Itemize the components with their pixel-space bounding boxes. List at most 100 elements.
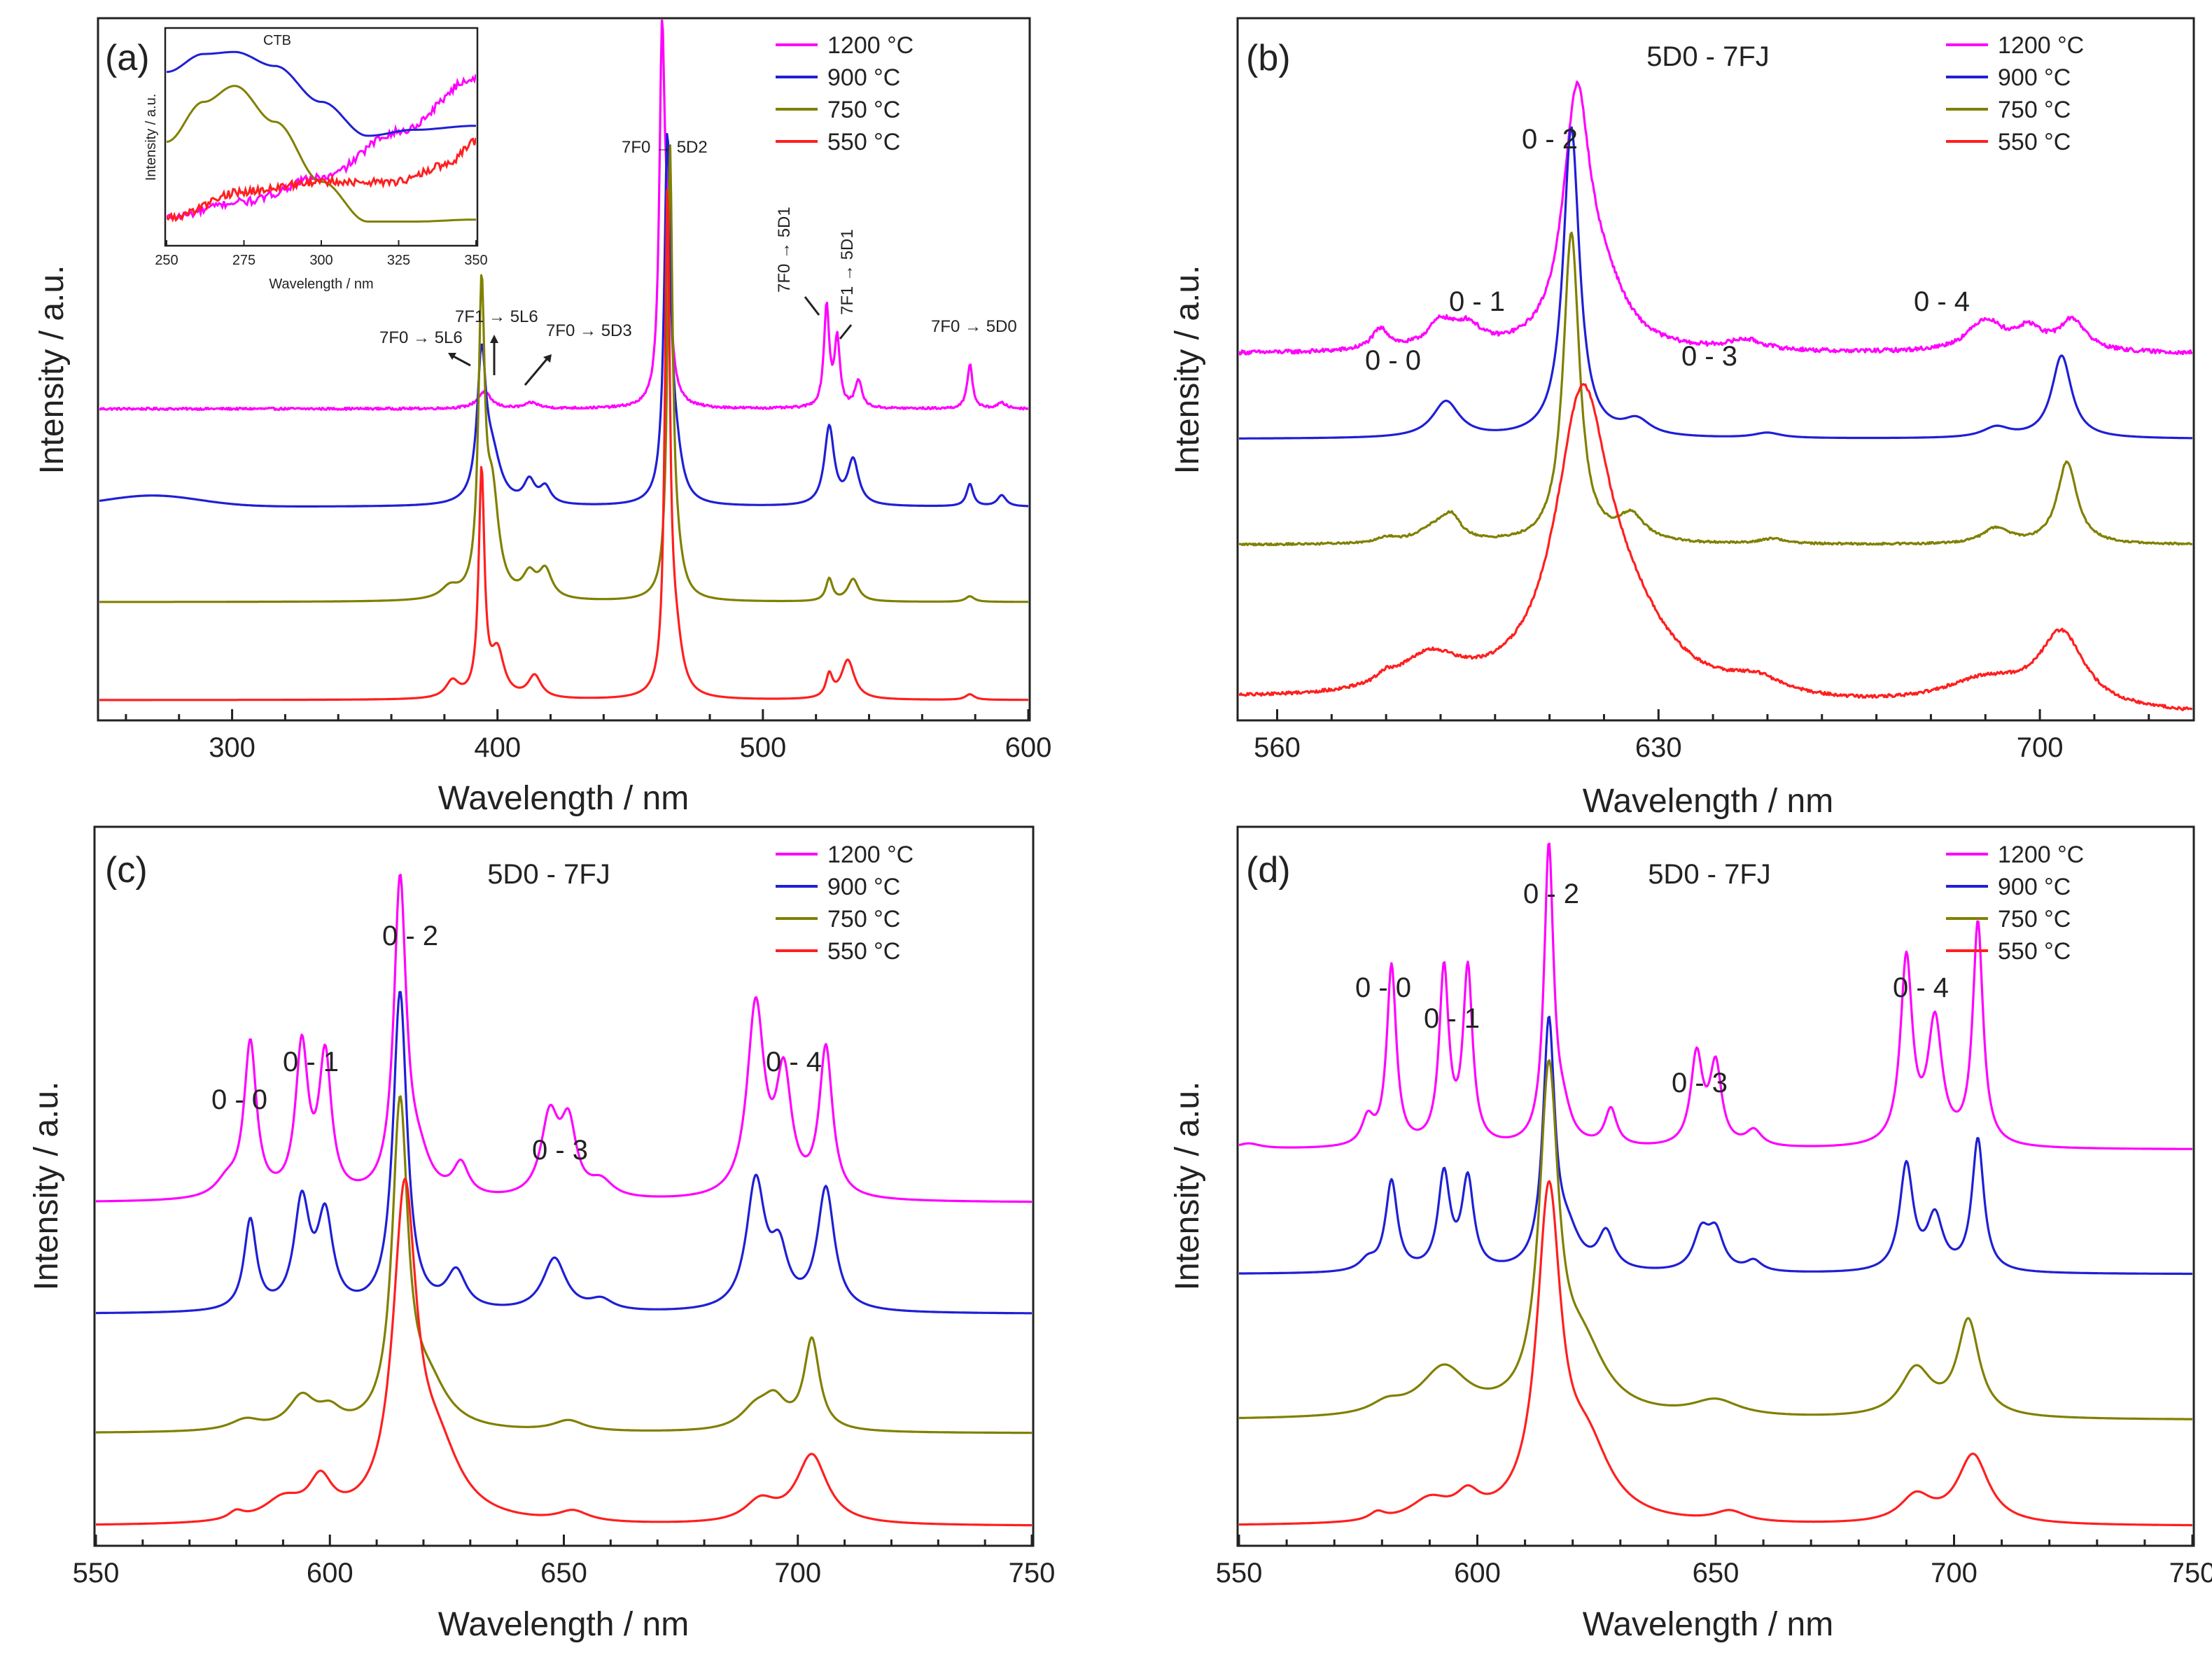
panel-d-band-0-1: 0 - 1 xyxy=(1424,1003,1480,1034)
panel-c-y-axis-title: Intensity / a.u. xyxy=(28,1082,65,1291)
panel-b-band-0-0: 0 - 0 xyxy=(1365,345,1421,376)
panel-a-series xyxy=(99,20,1028,701)
panel-b-band-0-3: 0 - 3 xyxy=(1681,341,1737,372)
panel-d-band-0-2: 0 - 2 xyxy=(1523,879,1579,909)
panel-d-legend: 1200 °C 900 °C 750 °C 550 °C xyxy=(1946,842,2084,965)
panel-c-legend-label-2: 750 °C xyxy=(827,906,900,933)
annotation-4-text: 7F0 → 5D2 xyxy=(622,138,708,157)
panel-b-xticks: 560 630 700 xyxy=(1254,709,2150,763)
panel-d-xtick-label-3: 700 xyxy=(1931,1558,1977,1588)
panel-a-annotation-7: 7F0 → 5D0 xyxy=(931,317,1017,336)
panel-d-series-1200 xyxy=(1239,842,2192,1150)
inset-frame xyxy=(164,27,479,247)
inset-title: CTB xyxy=(263,33,291,48)
panel-c-legend: 1200 °C 900 °C 750 °C 550 °C xyxy=(776,842,913,965)
panel-a-xtick-label-3: 600 xyxy=(1005,732,1052,763)
panel-a-y-axis-title: Intensity / a.u. xyxy=(34,265,71,475)
annotation-1-text: 7F0 → 5L6 xyxy=(379,328,463,347)
panel-a-annotation-5: 7F0 → 5D1 xyxy=(775,207,820,316)
panel-d-series xyxy=(1239,842,2192,1527)
panel-c-xtick-label-0: 550 xyxy=(73,1558,120,1588)
panel-b-band-0-1: 0 - 1 xyxy=(1449,286,1505,317)
panel-c-series xyxy=(96,874,1032,1527)
panel-d-xtick-label-2: 650 xyxy=(1693,1558,1740,1588)
panel-c-xtick-label-1: 600 xyxy=(307,1558,354,1588)
inset-xtick-label-0: 250 xyxy=(155,253,178,268)
panel-c: 550 600 650 700 750 (c) 5D0 - 7FJ Wavelength… xyxy=(28,825,1056,1643)
panel-b-frame xyxy=(1236,17,2195,722)
panel-c-legend-label-3: 550 °C xyxy=(827,938,900,965)
panel-d-series-750 xyxy=(1239,1059,2192,1420)
panel-b-xtick-label-2: 700 xyxy=(2017,732,2064,763)
panel-c-xtick-label-2: 650 xyxy=(540,1558,587,1588)
panel-d-xtick-label-0: 550 xyxy=(1216,1558,1263,1588)
panel-b-legend: 1200 °C 900 °C 750 °C 550 °C xyxy=(1946,32,2084,155)
panel-b-xtick-label-1: 630 xyxy=(1635,732,1682,763)
panel-c-series-550 xyxy=(96,1178,1032,1527)
annotation-7-text: 7F0 → 5D0 xyxy=(931,317,1017,336)
panel-a-legend: 1200 °C 900 °C 750 °C 550 °C xyxy=(776,32,913,155)
panel-b-legend-label-3: 550 °C xyxy=(1998,129,2071,155)
inset-xtick-label-2: 300 xyxy=(309,253,332,268)
inset-xticks: 250 275 300 325 350 xyxy=(155,240,488,268)
panel-b-legend-label-1: 900 °C xyxy=(1998,64,2071,91)
panel-c-band-0-0: 0 - 0 xyxy=(211,1084,267,1115)
inset-series-900 xyxy=(167,50,476,137)
panel-a-xticks: 300 400 500 600 xyxy=(125,709,1052,763)
panel-c-band-0-2: 0 - 2 xyxy=(382,921,438,951)
panel-a-xtick-label-0: 300 xyxy=(209,732,255,763)
panel-b-series xyxy=(1239,81,2192,711)
panel-a-legend-label-0: 1200 °C xyxy=(827,32,913,59)
panel-c-xtick-label-4: 750 xyxy=(1009,1558,1056,1588)
panel-c-legend-label-0: 1200 °C xyxy=(827,842,913,868)
panel-d-x-axis-title: Wavelength / nm xyxy=(1583,1606,1833,1643)
panel-c-xtick-label-3: 700 xyxy=(774,1558,821,1588)
panel-a-series-550 xyxy=(99,189,1028,701)
panel-a-annotation-1: 7F0 → 5L6 xyxy=(379,328,471,367)
panel-a-xtick-label-1: 400 xyxy=(474,732,521,763)
panel-d-legend-label-0: 1200 °C xyxy=(1998,842,2084,868)
panel-b-legend-label-0: 1200 °C xyxy=(1998,32,2084,59)
panel-a-frame xyxy=(97,17,1031,722)
panel-c-band-0-1: 0 - 1 xyxy=(283,1047,339,1077)
panel-b-y-axis-title: Intensity / a.u. xyxy=(1169,265,1206,475)
annotation-5-text: 7F0 → 5D1 xyxy=(775,207,794,293)
panel-b-x-axis-title: Wavelength / nm xyxy=(1583,783,1833,820)
panel-a-legend-label-3: 550 °C xyxy=(827,129,900,155)
panel-c-title: 5D0 - 7FJ xyxy=(487,859,610,890)
panel-b-series-900 xyxy=(1239,126,2192,440)
svg-text:7F0 → 5L6: 7F0 → 5L6 xyxy=(379,328,463,347)
panel-c-series-1200 xyxy=(96,874,1032,1203)
panel-d-series-550 xyxy=(1239,1180,2192,1527)
panel-b-series-1200 xyxy=(1239,81,2192,356)
panel-a-legend-label-1: 900 °C xyxy=(827,64,900,91)
panel-d-xtick-label-1: 600 xyxy=(1454,1558,1501,1588)
inset-xtick-label-4: 350 xyxy=(464,253,487,268)
panel-a-series-900 xyxy=(99,132,1028,508)
annotation-2-text: 7F1 → 5L6 xyxy=(455,307,538,326)
panel-a-series-1200 xyxy=(99,20,1028,412)
panel-c-xticks: 550 600 650 700 750 xyxy=(73,1535,1056,1588)
panel-c-series-900 xyxy=(96,991,1032,1315)
panel-a-annotation-6: 7F1 → 5D1 xyxy=(838,229,857,340)
panel-d-legend-label-1: 900 °C xyxy=(1998,874,2071,900)
inset-xtick-label-3: 325 xyxy=(387,253,410,268)
panel-a-annotation-3: 7F0 → 5D3 xyxy=(524,321,632,386)
annotation-3-text: 7F0 → 5D3 xyxy=(546,321,632,340)
panel-a-xtick-label-2: 500 xyxy=(739,732,786,763)
panel-c-legend-label-1: 900 °C xyxy=(827,874,900,900)
panel-b-label: (b) xyxy=(1246,38,1291,78)
panel-c-x-axis-title: Wavelength / nm xyxy=(438,1606,689,1643)
panel-b-band-0-2: 0 - 2 xyxy=(1522,124,1578,155)
panel-d-legend-label-2: 750 °C xyxy=(1998,906,2071,933)
panel-d-xtick-label-4: 750 xyxy=(2169,1558,2212,1588)
annotation-6-text: 7F1 → 5D1 xyxy=(838,229,857,315)
panel-b: 560 630 700 (b) 5D0 - 7FJ Wavelength / nm … xyxy=(1169,17,2195,820)
panel-d-y-axis-title: Intensity / a.u. xyxy=(1169,1082,1206,1291)
inset-xtick-label-1: 275 xyxy=(232,253,255,268)
panel-b-title: 5D0 - 7FJ xyxy=(1646,41,1770,72)
panel-d-legend-label-3: 550 °C xyxy=(1998,938,2071,965)
panel-b-xtick-label-0: 560 xyxy=(1254,732,1301,763)
panel-d-band-0-4: 0 - 4 xyxy=(1893,972,1949,1003)
